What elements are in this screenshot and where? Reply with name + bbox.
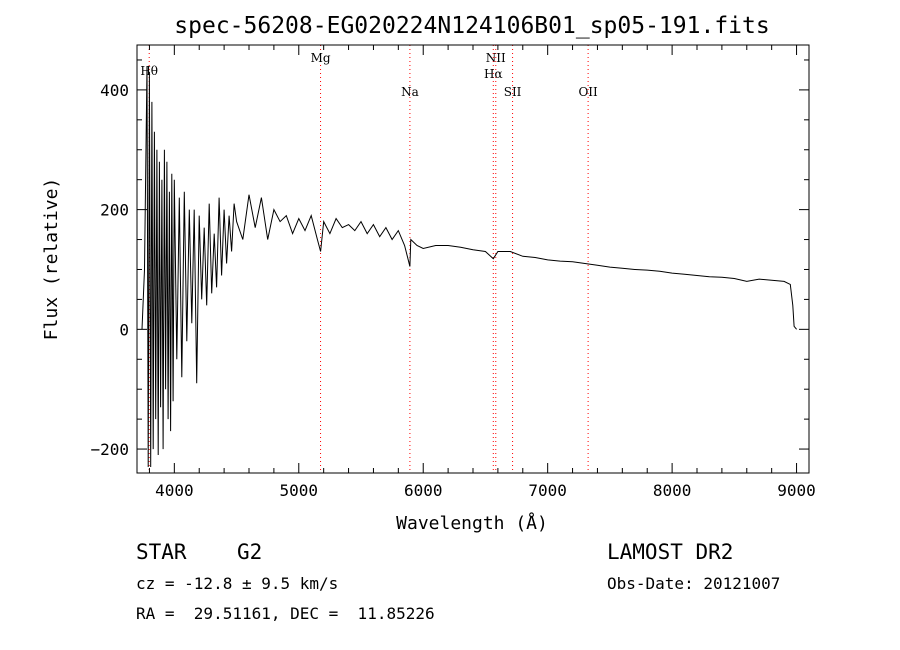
axis-ticks: 4000 5000 6000 7000 8000 9000 −200 0 200 400 <box>90 45 816 500</box>
marker-label-6: OII <box>578 85 598 99</box>
y-tick-label: 200 <box>100 201 129 220</box>
redshift-label: cz = -12.8 ± 9.5 km/s <box>136 574 339 593</box>
plot-frame <box>136 44 810 474</box>
coordinates-label: RA = 29.51161, DEC = 11.85226 <box>136 604 435 623</box>
x-tick-label: 8000 <box>653 481 692 500</box>
obs-date-label: Obs-Date: 20121007 <box>607 574 781 593</box>
marker-label-5: SII <box>504 85 522 99</box>
chart-title: spec-56208-EG020224N124106B01_sp05-191.f… <box>174 13 769 39</box>
marker-label-4: Hα <box>484 67 503 81</box>
spectrum-line <box>141 65 797 468</box>
x-tick-label: 6000 <box>404 481 443 500</box>
marker-label-3: NII <box>486 51 506 65</box>
x-tick-label: 9000 <box>777 481 816 500</box>
x-axis-label: Wavelength (Å) <box>396 512 548 534</box>
class-label: STAR <box>136 540 187 564</box>
subclass-label: G2 <box>237 540 263 564</box>
marker-label-0: Hθ <box>140 64 158 78</box>
y-tick-label: −200 <box>90 440 129 459</box>
x-tick-label: 4000 <box>155 481 194 500</box>
y-axis-label: Flux (relative) <box>41 178 62 341</box>
marker-label-2: Na <box>401 85 419 99</box>
y-tick-label: 0 <box>119 320 129 339</box>
survey-label: LAMOST DR2 <box>607 540 734 564</box>
marker-label-1: Mg <box>311 51 331 65</box>
x-tick-label: 5000 <box>280 481 319 500</box>
y-tick-label: 400 <box>100 81 129 100</box>
x-tick-label: 7000 <box>528 481 567 500</box>
